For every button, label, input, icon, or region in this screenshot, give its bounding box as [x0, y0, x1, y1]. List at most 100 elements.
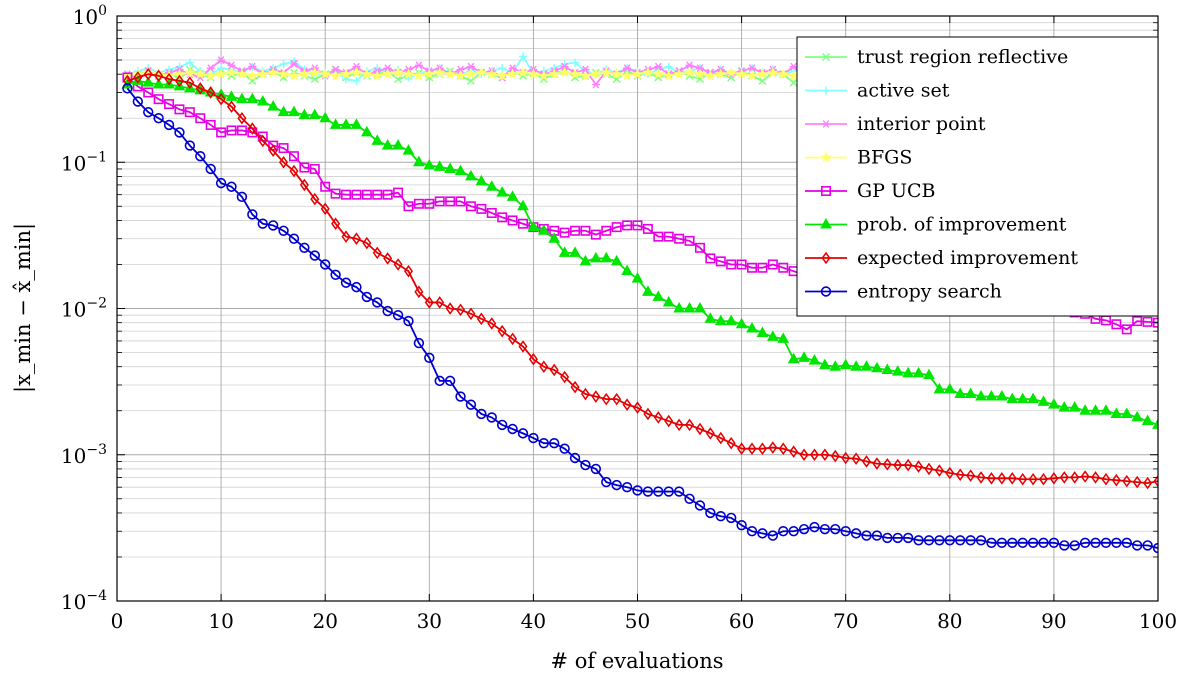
- data-point: [1153, 474, 1158, 488]
- data-point: [1110, 407, 1123, 418]
- data-point: [403, 315, 414, 327]
- data-point: [748, 64, 757, 73]
- data-point: [507, 68, 519, 79]
- data-point: [737, 442, 747, 455]
- data-point: [789, 445, 799, 458]
- data-point: [1070, 471, 1080, 484]
- legend-label: prob. of improvement: [857, 214, 1067, 236]
- data-point: [476, 408, 487, 420]
- data-point: [194, 68, 206, 79]
- data-point: [372, 297, 383, 308]
- data-point: [1090, 537, 1101, 549]
- data-point: [1068, 401, 1081, 412]
- data-point: [497, 324, 507, 338]
- data-point: [975, 390, 987, 401]
- data-point: [778, 442, 788, 455]
- data-point: [508, 64, 517, 73]
- data-point: [1111, 473, 1121, 487]
- legend-label: active set: [857, 80, 950, 102]
- data-point: [975, 535, 987, 546]
- data-point: [465, 201, 476, 212]
- data-point: [705, 507, 716, 519]
- data-point: [590, 251, 602, 263]
- data-point: [392, 139, 404, 150]
- data-point: [850, 360, 862, 371]
- data-point: [1079, 537, 1091, 549]
- data-point: [267, 66, 279, 78]
- data-point: [392, 309, 404, 321]
- data-point: [517, 428, 529, 439]
- data-point: [716, 431, 726, 445]
- data-point: [350, 66, 362, 78]
- data-point: [653, 486, 664, 497]
- data-point: [164, 99, 175, 110]
- data-point: [508, 332, 518, 346]
- data-point: [1027, 537, 1039, 549]
- data-point: [766, 330, 779, 341]
- data-point: [778, 262, 789, 273]
- data-point: [611, 68, 623, 79]
- data-point: [654, 62, 663, 71]
- data-point: [413, 155, 425, 167]
- data-point: [705, 253, 716, 264]
- data-point: [673, 301, 685, 313]
- data-point: [914, 460, 924, 473]
- data-point: [154, 69, 164, 83]
- data-point: [923, 368, 935, 380]
- legend-marker: [821, 52, 831, 62]
- data-point: [433, 160, 446, 171]
- data-point: [1027, 392, 1039, 404]
- data-point: [299, 178, 309, 192]
- data-point: [798, 523, 810, 535]
- data-point: [507, 423, 518, 435]
- data-point: [674, 233, 685, 244]
- data-point: [736, 519, 747, 531]
- data-point: [444, 68, 456, 79]
- data-point: [965, 535, 976, 546]
- data-point: [882, 458, 892, 471]
- legend-entry: entropy search: [805, 281, 1002, 303]
- data-point: [329, 118, 342, 129]
- data-point: [174, 74, 184, 88]
- data-point: [362, 236, 372, 250]
- data-point: [746, 321, 758, 333]
- data-point: [819, 358, 831, 370]
- legend-entry: interior point: [805, 113, 986, 135]
- data-point: [912, 366, 925, 378]
- data-point: [341, 230, 351, 243]
- data-point: [496, 419, 508, 431]
- y-tick-label: 10−4: [61, 588, 107, 614]
- data-point: [298, 108, 311, 120]
- data-point: [601, 392, 611, 406]
- data-point: [673, 486, 685, 497]
- data-point: [705, 427, 715, 440]
- data-point: [560, 370, 570, 384]
- legend: trust region reflective active set interio…: [796, 36, 1159, 317]
- data-point: [539, 360, 549, 373]
- data-point: [955, 468, 965, 482]
- data-point: [517, 66, 529, 78]
- data-point: [757, 528, 768, 539]
- data-point: [331, 217, 341, 230]
- data-point: [560, 62, 569, 71]
- data-point: [851, 452, 861, 465]
- data-point: [579, 70, 591, 81]
- legend-marker: [821, 251, 831, 265]
- data-point: [986, 472, 996, 485]
- data-point: [777, 332, 790, 343]
- data-point: [184, 107, 195, 118]
- data-point: [695, 422, 705, 436]
- x-tick-label: 70: [833, 609, 858, 633]
- data-point: [257, 68, 269, 79]
- data-point: [309, 163, 320, 174]
- data-point: [258, 134, 268, 148]
- data-point: [466, 307, 476, 321]
- data-point: [331, 65, 340, 74]
- data-point: [694, 242, 705, 253]
- data-point: [164, 72, 174, 86]
- x-tick-label: 10: [208, 609, 233, 633]
- data-point: [736, 259, 747, 270]
- data-point: [600, 66, 612, 78]
- data-point: [288, 70, 300, 81]
